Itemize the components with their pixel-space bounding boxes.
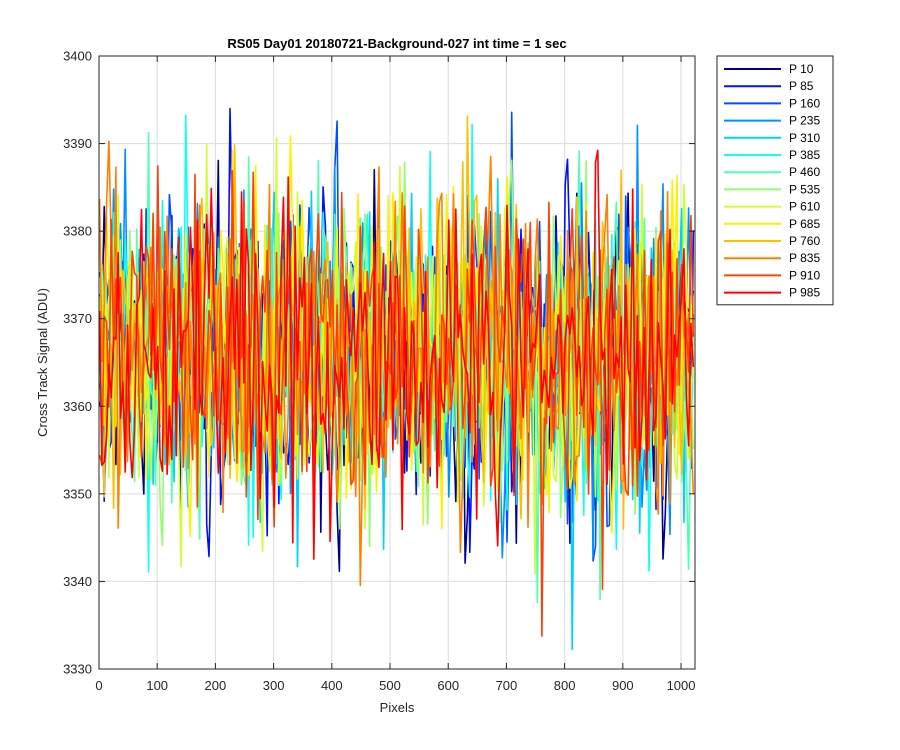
y-tick-label: 3340 xyxy=(63,574,92,589)
x-tick-label: 500 xyxy=(379,678,401,693)
legend-label: P 835 xyxy=(789,251,820,265)
x-tick-label: 0 xyxy=(95,678,102,693)
legend-label: P 985 xyxy=(789,286,820,300)
x-tick-label: 400 xyxy=(321,678,343,693)
series-layer xyxy=(98,107,695,650)
x-tick-label: 600 xyxy=(437,678,459,693)
x-tick-label: 800 xyxy=(554,678,576,693)
legend-label: P 10 xyxy=(789,62,814,76)
legend: P 10 P 85 P 160 P 235 P 310 P 385 P 460 P 535 P … xyxy=(716,55,834,306)
legend-label: P 85 xyxy=(789,79,814,93)
legend-label: P 610 xyxy=(789,200,820,214)
x-tick-label: 200 xyxy=(205,678,227,693)
legend-label: P 910 xyxy=(789,268,820,282)
y-tick-label: 3350 xyxy=(63,486,92,501)
y-tick-label: 3360 xyxy=(63,399,92,414)
plot-frame xyxy=(98,55,696,670)
series-line-p985 xyxy=(98,149,695,560)
legend-label: P 685 xyxy=(789,217,820,231)
x-tick-label: 900 xyxy=(612,678,634,693)
legend-label: P 235 xyxy=(789,114,820,128)
y-tick-label: 3370 xyxy=(63,311,92,326)
legend-label: P 760 xyxy=(789,234,820,248)
legend-label: P 310 xyxy=(789,131,820,145)
legend-label: P 535 xyxy=(789,182,820,196)
y-axis-label: Cross Track Signal (ADU) xyxy=(35,288,50,437)
y-tick-label: 3400 xyxy=(63,49,92,64)
y-tick-label: 3380 xyxy=(63,224,92,239)
y-tick-label: 3330 xyxy=(63,662,92,677)
x-tick-label: 100 xyxy=(146,678,168,693)
legend-box xyxy=(716,55,834,306)
series-line-p835 xyxy=(98,140,695,587)
legend-label: P 385 xyxy=(789,148,820,162)
axis-ticks: 0 100 200 300 400 500 600 700 800 900 1000 3330 3340… xyxy=(63,49,695,694)
y-tick-label: 3390 xyxy=(63,136,92,151)
x-axis-label: Pixels xyxy=(380,700,415,715)
legend-label: P 160 xyxy=(789,96,820,110)
x-tick-label: 1000 xyxy=(667,678,696,693)
x-tick-label: 300 xyxy=(263,678,285,693)
x-tick-label: 700 xyxy=(496,678,518,693)
chart-title: RS05 Day01 20180721-Background-027 int t… xyxy=(227,36,566,51)
legend-label: P 460 xyxy=(789,165,820,179)
